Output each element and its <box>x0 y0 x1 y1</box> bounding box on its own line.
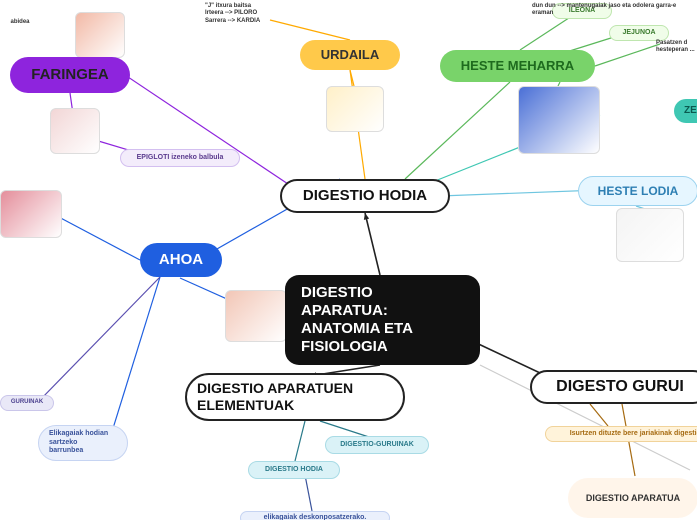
node-dhodia[interactable]: DIGESTIO HODIA <box>248 461 340 479</box>
node-topnotes[interactable]: dun dun --> mantenugaiak jaso eta odoler… <box>522 0 697 20</box>
node-epi[interactable]: EPIGLOTI izeneko balbula <box>120 149 240 167</box>
image-thumb <box>0 190 62 238</box>
node-daparatua[interactable]: DIGESTIO APARATUA <box>568 478 697 518</box>
image-thumb <box>225 290 287 342</box>
node-abides[interactable]: abidea <box>0 16 40 30</box>
node-elikdesk[interactable]: elikagaiak deskonposatzerako. <box>240 511 390 520</box>
image-thumb <box>518 86 600 154</box>
node-urdaila[interactable]: URDAILA <box>300 40 400 70</box>
image-thumb <box>50 108 100 154</box>
node-ahoa[interactable]: AHOA <box>140 243 222 277</box>
node-elik[interactable]: Elikagaiak hodian sartzeko barrunbea <box>38 425 128 461</box>
node-zerd[interactable]: ZER D <box>674 99 697 123</box>
node-lodia[interactable]: HESTE LODIA <box>578 176 697 206</box>
node-meharra[interactable]: HESTE MEHARRA <box>440 50 595 82</box>
node-elementuak[interactable]: DIGESTIO APARATUEN ELEMENTUAK <box>185 373 405 421</box>
image-thumb <box>75 12 125 58</box>
node-dguruinak[interactable]: DIGESTIO-GURUINAK <box>325 436 429 454</box>
node-pasatzen[interactable]: Pasatzen d hesteperan ... <box>646 36 697 58</box>
node-guru[interactable]: DIGESTO GURUI <box>530 370 697 404</box>
image-thumb <box>326 86 384 132</box>
node-jitxura[interactable]: "J" itxura baitsa Irteera --> PILORO Sar… <box>195 0 305 28</box>
node-isurtzen[interactable]: Isurtzen dituzte bere jariakinak digesti… <box>545 426 697 442</box>
node-root[interactable]: DIGESTIO APARATUA: ANATOMIA ETA FISIOLOG… <box>285 275 480 365</box>
image-thumb <box>616 208 684 262</box>
node-guruinak1[interactable]: GURUINAK <box>0 395 54 411</box>
node-faringea[interactable]: FARINGEA <box>10 57 130 93</box>
node-hodia[interactable]: DIGESTIO HODIA <box>280 179 450 213</box>
